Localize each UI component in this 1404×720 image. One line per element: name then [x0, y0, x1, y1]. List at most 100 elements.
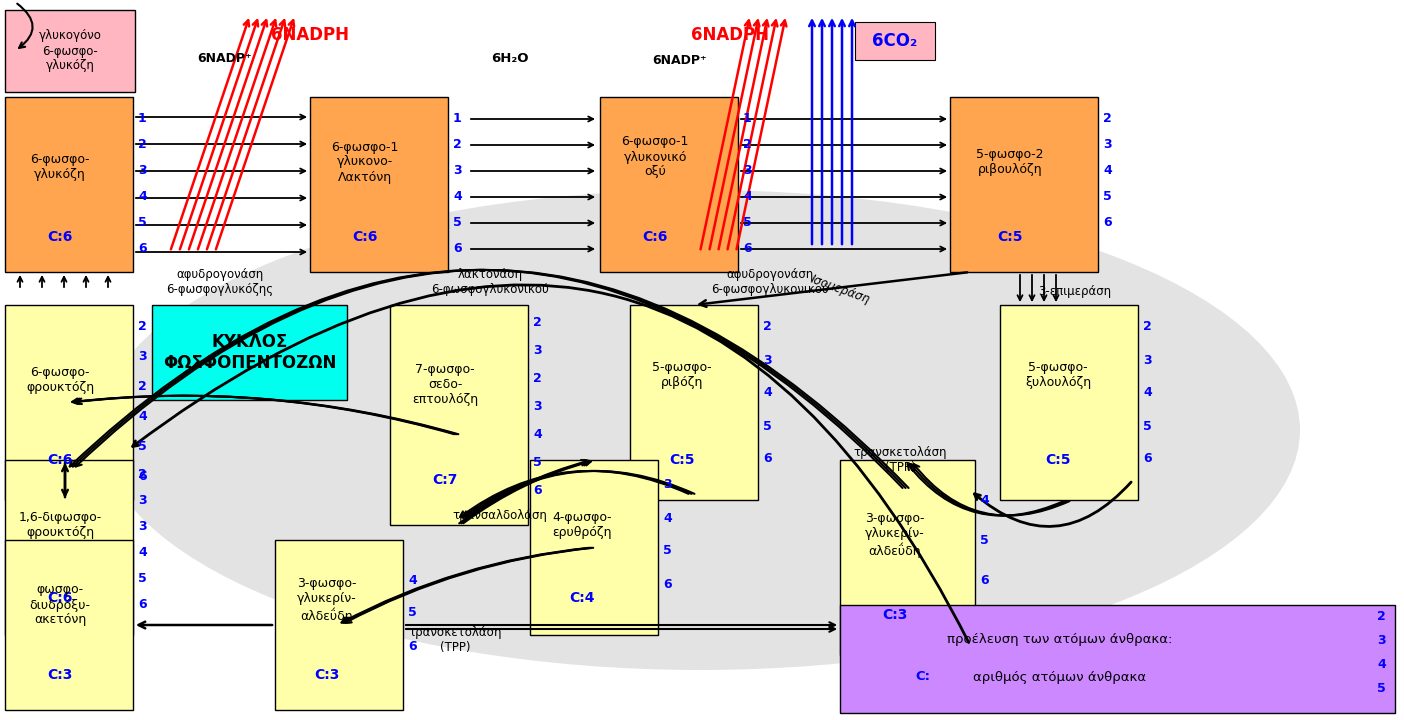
Bar	[6, 97, 133, 272]
Text: 5: 5	[663, 544, 671, 557]
Text: 1: 1	[138, 112, 147, 125]
Text: 5: 5	[138, 572, 147, 585]
Bar	[630, 305, 758, 500]
Text: 6NADP⁺: 6NADP⁺	[198, 52, 253, 65]
Text: 6H₂O: 6H₂O	[491, 52, 529, 65]
Text: προέλευση των ατόμων άνθρακα:: προέλευση των ατόμων άνθρακα:	[948, 634, 1172, 647]
Text: 3: 3	[453, 164, 462, 178]
Text: 1: 1	[743, 112, 751, 125]
Text: φωσφο-
διυδρόξυ-
ακετόνη: φωσφο- διυδρόξυ- ακετόνη	[29, 583, 90, 626]
Text: 4: 4	[138, 546, 147, 559]
Text: 2: 2	[1377, 611, 1386, 624]
Text: 3: 3	[534, 344, 542, 358]
Bar	[6, 460, 133, 635]
Ellipse shape	[100, 190, 1300, 670]
Text: 5: 5	[138, 441, 147, 454]
Text: C:3: C:3	[314, 668, 340, 682]
Text: C:6: C:6	[48, 453, 73, 467]
Bar	[600, 97, 739, 272]
Text: 4: 4	[1143, 387, 1151, 400]
Text: 5: 5	[534, 456, 542, 469]
Text: 4: 4	[534, 428, 542, 441]
Text: 2: 2	[1104, 112, 1112, 125]
Text: C:3: C:3	[48, 668, 73, 682]
Text: 2: 2	[453, 138, 462, 151]
Bar	[6, 305, 133, 500]
Text: 3: 3	[138, 164, 146, 178]
Text: 4: 4	[453, 191, 462, 204]
Text: 5-φωσφο-
ριβόζη: 5-φωσφο- ριβόζη	[653, 361, 712, 389]
Text: 6: 6	[663, 577, 671, 590]
Text: 6NADPH: 6NADPH	[691, 26, 769, 44]
Text: 6: 6	[762, 452, 772, 466]
Text: 5: 5	[453, 217, 462, 230]
Text: 6: 6	[980, 574, 988, 587]
Bar	[840, 605, 1396, 713]
Text: 2: 2	[1143, 320, 1151, 333]
Text: 6-φωσφο-
γλυκόζη: 6-φωσφο- γλυκόζη	[31, 153, 90, 181]
Text: 6-φωσφο-1
γλυκονο-
Λακτόνη: 6-φωσφο-1 γλυκονο- Λακτόνη	[331, 140, 399, 184]
Text: 5: 5	[1143, 420, 1151, 433]
Text: 4: 4	[663, 511, 671, 524]
Text: 4: 4	[1104, 164, 1112, 178]
Text: γλυκογόνο
6-φωσφο-
γλυκόζη: γλυκογόνο 6-φωσφο- γλυκόζη	[38, 30, 101, 73]
Text: 5: 5	[743, 217, 751, 230]
Text: λακτονάση
6-φωσφογλυκονικού: λακτονάση 6-φωσφογλυκονικού	[431, 268, 549, 296]
Text: C:5: C:5	[670, 453, 695, 467]
Text: 5: 5	[980, 534, 988, 546]
Text: C:3: C:3	[882, 608, 908, 622]
Text: 3: 3	[138, 351, 146, 364]
Text: 2: 2	[138, 469, 147, 482]
Text: 5-φωσφο-
ξυλουλόζη: 5-φωσφο- ξυλουλόζη	[1025, 361, 1091, 389]
Text: 6: 6	[534, 485, 542, 498]
Text: 2: 2	[534, 317, 542, 330]
Text: 3: 3	[1104, 138, 1112, 151]
Bar	[1000, 305, 1139, 500]
Text: C:4: C:4	[569, 591, 595, 605]
Text: 5: 5	[409, 606, 417, 619]
Text: 6: 6	[743, 243, 751, 256]
Text: 4: 4	[762, 387, 772, 400]
Text: 6-φωσφο-1
γλυκονικό
οξύ: 6-φωσφο-1 γλυκονικό οξύ	[622, 135, 689, 179]
Text: 2: 2	[762, 320, 772, 333]
Text: 3: 3	[663, 479, 671, 492]
Text: 4: 4	[743, 191, 751, 204]
Text: τρανσκετολάση
(TPP): τρανσκετολάση (TPP)	[409, 626, 501, 654]
Text: 4: 4	[1377, 659, 1386, 672]
Text: 3: 3	[534, 400, 542, 413]
Text: 4: 4	[980, 493, 988, 506]
Text: C:7: C:7	[432, 473, 458, 487]
Text: Ισομεράση: Ισομεράση	[809, 273, 872, 307]
Text: 2: 2	[138, 138, 147, 151]
Text: 5: 5	[138, 217, 147, 230]
Text: 3-επιμεράση: 3-επιμεράση	[1039, 286, 1112, 299]
Text: 6: 6	[138, 470, 146, 484]
Bar	[855, 22, 935, 60]
Text: 2: 2	[138, 380, 147, 394]
Text: 3: 3	[1377, 634, 1386, 647]
Text: 2: 2	[534, 372, 542, 385]
Text: 1,6-διφωσφο-
φρουκτόζη: 1,6-διφωσφο- φρουκτόζη	[18, 511, 101, 539]
Text: 1: 1	[453, 112, 462, 125]
Text: 6NADP⁺: 6NADP⁺	[653, 53, 708, 66]
Text: 4: 4	[138, 191, 147, 204]
Text: αφυδρογονάση
6-φωσφογλυκονικού: αφυδρογονάση 6-φωσφογλυκονικού	[710, 268, 828, 296]
Text: 6NADPH: 6NADPH	[271, 26, 350, 44]
Text: C:6: C:6	[642, 230, 668, 244]
Text: 5: 5	[1377, 683, 1386, 696]
Text: ΚΥΚΛΟΣ
ΦΩΣΦΟΠΕΝΤΟΖΩΝ: ΚΥΚΛΟΣ ΦΩΣΦΟΠΕΝΤΟΖΩΝ	[163, 333, 336, 372]
Text: C:5: C:5	[997, 230, 1022, 244]
Text: 2: 2	[138, 320, 147, 333]
Text: 6: 6	[453, 243, 462, 256]
Text: 4: 4	[409, 574, 417, 587]
Text: 5: 5	[762, 420, 772, 433]
Text: C:6: C:6	[48, 591, 73, 605]
Text: 6: 6	[1143, 452, 1151, 466]
Text: 4: 4	[138, 410, 147, 423]
Text: 5: 5	[1104, 191, 1112, 204]
Bar	[152, 305, 347, 400]
Bar	[6, 540, 133, 710]
Text: 6: 6	[409, 639, 417, 652]
Text: αφυδρογονάση
6-φωσφογλυκόζης: αφυδρογονάση 6-φωσφογλυκόζης	[167, 268, 274, 296]
Text: 6CO₂: 6CO₂	[872, 32, 918, 50]
